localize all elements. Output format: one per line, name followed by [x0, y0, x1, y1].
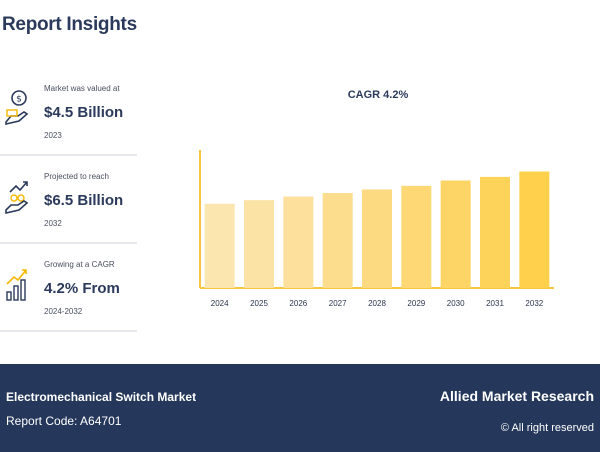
bar-2030	[440, 180, 471, 288]
x-tick-label: 2025	[250, 299, 268, 308]
rising-bars-icon	[6, 269, 27, 301]
stat-value: $4.5 Billion	[44, 104, 124, 121]
brand-name: Allied Market Research	[439, 388, 594, 404]
bar-2032	[519, 171, 550, 288]
stats-panel: $ Market was valued at $4.5 Billion 2023…	[0, 68, 137, 332]
x-tick-label: 2027	[329, 299, 347, 308]
stat-market-value: $ Market was valued at $4.5 Billion 2023	[0, 68, 137, 156]
x-tick-label: 2028	[368, 299, 386, 308]
footer-bar: Electromechanical Switch Market Report C…	[0, 364, 600, 452]
report-code: Report Code: A64701	[6, 414, 122, 428]
report-name: Electromechanical Switch Market	[6, 390, 197, 404]
x-tick-label: 2024	[211, 299, 229, 308]
bar-chart: CAGR 4.2% 2024 2025 2026 2027 2028 2029 2030 20…	[188, 80, 568, 320]
x-tick-label: 2031	[486, 299, 504, 308]
chart-title: CAGR 4.2%	[348, 89, 409, 101]
stat-value: $6.5 Billion	[44, 192, 124, 209]
bar-2026	[283, 196, 314, 288]
x-tick-label: 2029	[407, 299, 425, 308]
bar-2029	[401, 185, 432, 288]
stat-projection: Projected to reach $6.5 Billion 2032	[0, 156, 137, 244]
bar-2025	[244, 200, 274, 288]
page-title: Report Insights	[2, 14, 137, 35]
x-tick-label: 2026	[289, 299, 307, 308]
money-hand-icon: $	[5, 90, 29, 126]
bar-2027	[322, 193, 353, 288]
stat-year: 2032	[44, 219, 62, 228]
x-tick-label: 2032	[525, 299, 543, 308]
stat-value: 4.2% From	[44, 280, 120, 297]
stat-label: Market was valued at	[44, 84, 120, 93]
bar-2024	[204, 203, 235, 288]
x-tick-label: 2030	[447, 299, 465, 308]
bar-chart-svg: CAGR 4.2% 2024 2025 2026 2027 2028 2029 2030 20…	[199, 89, 554, 308]
stat-year: 2023	[44, 131, 62, 140]
stat-year: 2024-2032	[44, 307, 83, 316]
bar-2028	[362, 189, 392, 288]
stat-label: Growing at a CAGR	[44, 260, 115, 269]
bar-2031	[480, 176, 510, 288]
stat-label: Projected to reach	[44, 172, 109, 181]
growth-coins-hand-icon	[5, 181, 29, 215]
stat-cagr: Growing at a CAGR 4.2% From 2024-2032	[0, 244, 137, 332]
copyright-text: © All right reserved	[500, 422, 594, 434]
svg-text:$: $	[16, 95, 22, 105]
